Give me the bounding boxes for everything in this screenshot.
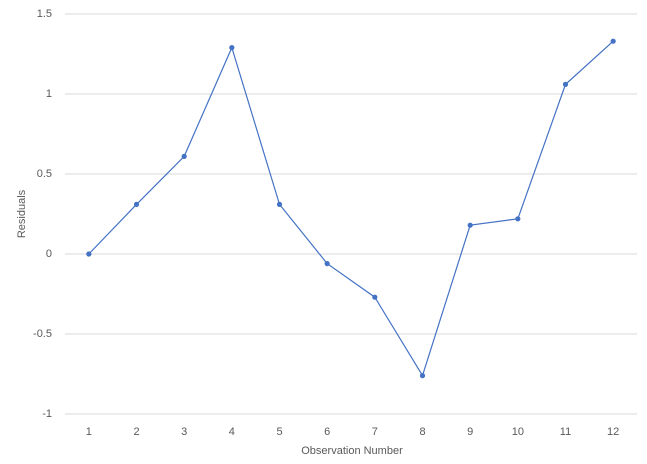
y-tick-label: 1 (46, 88, 52, 100)
x-axis-title: Observation Number (301, 445, 403, 457)
x-tick-label: 5 (276, 426, 282, 438)
marker (276, 201, 283, 207)
x-tick-label: 11 (560, 426, 571, 438)
y-tick-label: 1.5 (37, 8, 52, 20)
marker (610, 38, 616, 44)
marker (324, 261, 330, 267)
x-tick-label: 1 (86, 426, 92, 438)
x-tick-label: 6 (324, 426, 330, 438)
y-tick-label: -1 (42, 408, 52, 420)
marker (229, 45, 235, 51)
x-tick-label: 9 (467, 426, 473, 438)
marker (467, 222, 473, 228)
line (88, 40, 614, 378)
x-tick-label: 8 (419, 426, 425, 438)
marker (372, 294, 378, 300)
marker (133, 201, 140, 207)
marker (181, 153, 187, 159)
y-axis-title: Residuals (16, 189, 28, 238)
x-tick-label: 10 (512, 426, 524, 438)
marker (419, 373, 426, 379)
x-tick-label: 2 (133, 426, 139, 438)
x-tick-label: 3 (181, 426, 187, 438)
marker (86, 251, 92, 257)
x-tick-label: 4 (229, 426, 235, 438)
x-tick-label: 12 (607, 426, 619, 438)
marker (515, 216, 521, 222)
y-tick-label: -0.5 (33, 328, 52, 340)
marker (562, 81, 569, 87)
y-tick-label: 0 (46, 248, 52, 260)
x-tick-label: 7 (372, 426, 378, 438)
y-tick-label: 0.5 (37, 168, 52, 180)
